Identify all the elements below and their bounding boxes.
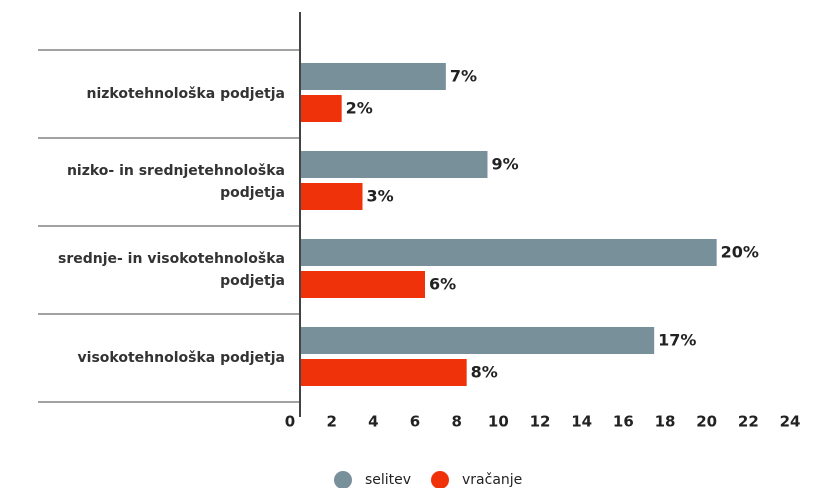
value-label: 7% (450, 67, 477, 86)
x-tick-label: 14 (571, 413, 592, 431)
value-label: 3% (367, 187, 394, 206)
value-label: 17% (658, 331, 696, 350)
bar (300, 151, 488, 178)
x-tick-label: 12 (530, 413, 551, 431)
legend-label: vračanje (462, 472, 522, 488)
bar (300, 183, 363, 210)
category-label: nizkotehnološka podjetja (86, 86, 285, 102)
value-label: 20% (721, 243, 759, 262)
category-label: visokotehnološka podjetja (77, 350, 285, 366)
bar (300, 95, 342, 122)
x-tick-label: 18 (655, 413, 676, 431)
value-label: 6% (429, 275, 456, 294)
category-label: nizko- in srednjetehnološka podjetja (66, 163, 285, 201)
bar (300, 327, 655, 354)
x-tick-label: 24 (780, 413, 801, 431)
value-label: 9% (492, 155, 519, 174)
bar (300, 63, 446, 90)
bar (300, 239, 717, 266)
x-tick-label: 22 (738, 413, 759, 431)
legend-marker (334, 471, 352, 488)
x-tick-label: 20 (696, 413, 717, 431)
bar (300, 271, 425, 298)
legend-label: selitev (365, 472, 411, 488)
value-label: 8% (471, 363, 498, 382)
value-label: 2% (346, 99, 373, 118)
x-tick-label: 0 (285, 413, 295, 431)
x-tick-label: 4 (368, 413, 378, 431)
legend-marker (431, 471, 449, 488)
x-tick-label: 6 (410, 413, 420, 431)
category-label: srednje- in visokotehnološka podjetja (57, 251, 285, 289)
x-tick-label: 8 (451, 413, 461, 431)
x-tick-label: 2 (326, 413, 336, 431)
x-tick-label: 10 (488, 413, 509, 431)
bar (300, 359, 467, 386)
x-tick-label: 16 (613, 413, 634, 431)
